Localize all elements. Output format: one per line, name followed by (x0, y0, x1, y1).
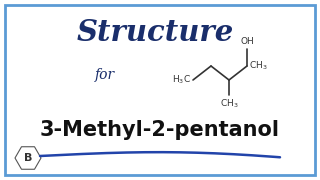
Text: OH: OH (240, 37, 254, 46)
Text: H$_3$C: H$_3$C (172, 74, 191, 86)
Text: CH$_3$: CH$_3$ (249, 60, 268, 72)
Text: B: B (24, 153, 32, 163)
Text: Structure: Structure (76, 17, 234, 46)
Text: for: for (95, 68, 115, 82)
Text: 3-Methyl-2-pentanol: 3-Methyl-2-pentanol (40, 120, 280, 140)
Text: CH$_3$: CH$_3$ (220, 97, 238, 110)
